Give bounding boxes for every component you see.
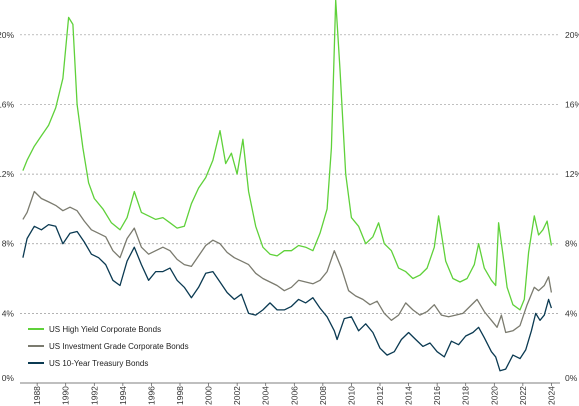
x-tick-label: 1996 [146,386,156,405]
legend-label: US 10-Year Treasury Bonds [49,359,148,368]
x-tick-label: 2010 [346,386,356,405]
x-tick-label: 2024 [546,386,556,405]
x-tick-label: 2022 [518,386,528,405]
y-tick-label-right: 12% [565,169,579,179]
axes: 0% 0% 4% 4% 8% 8% 12% 12% 16% 16% 20% 20% 1988 1990 19… [0,30,579,405]
series-line-us-investment-grade-corporate-bonds [22,190,553,334]
x-tick-label: 2012 [375,386,385,405]
legend-label: US Investment Grade Corporate Bonds [49,342,189,351]
x-tick-label: 2004 [261,386,271,405]
x-tick-label: 2006 [289,386,299,405]
y-tick-label-right: 4% [565,308,578,318]
x-tick-label: 2000 [204,386,214,405]
x-tick-label: 1994 [118,386,128,405]
legend-label: US High Yield Corporate Bonds [49,325,161,334]
y-tick-label-right: 20% [565,30,579,40]
x-tick-label: 1988 [32,386,42,405]
y-tick-label-right: 16% [565,99,579,109]
legend: US High Yield Corporate Bonds US Investme… [28,325,189,368]
series-lines [22,0,553,372]
y-tick-label-left: 12% [0,169,14,179]
gridlines [20,34,560,314]
y-tick-label-left: 8% [2,239,15,249]
x-tick-label: 2018 [461,386,471,405]
y-tick-label-right: 8% [565,239,578,249]
x-tick-label: 2014 [404,386,414,405]
y-tick-label-left: 20% [0,30,14,40]
series-line-us-high-yield-corporate-bonds [22,0,553,311]
x-tick-label: 2002 [232,386,242,405]
x-tick-label: 1990 [61,386,71,405]
x-tick-label: 2008 [318,386,328,405]
x-tick-label: 1992 [89,386,99,405]
series-line-us-10-year-treasury-bonds [22,223,553,372]
x-tick-label: 2020 [489,386,499,405]
x-tick-label: 1998 [175,386,185,405]
y-tick-label-left: 4% [2,308,15,318]
y-tick-label-left: 16% [0,99,14,109]
y-tick-label-right: 0% [565,373,578,383]
y-tick-label-left: 0% [2,373,15,383]
x-tick-label: 2016 [432,386,442,405]
